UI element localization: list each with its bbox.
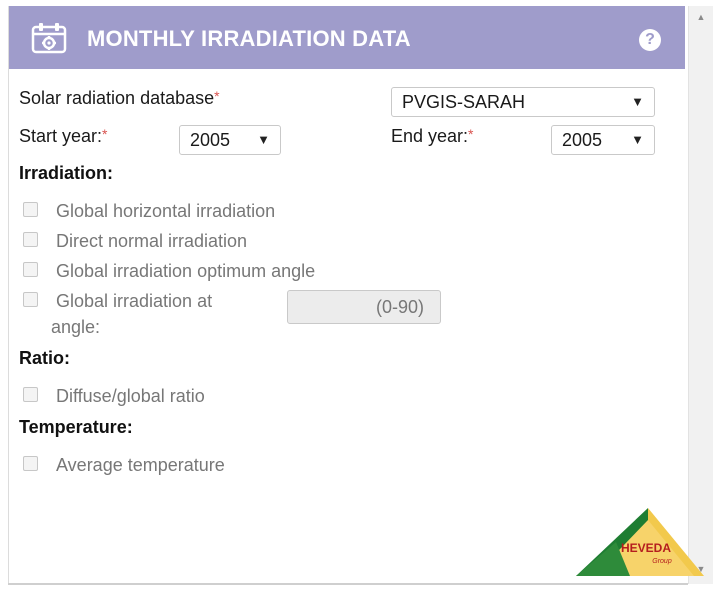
- average-temperature-label: Average temperature: [56, 455, 225, 475]
- database-label: Solar radiation database*: [19, 88, 220, 109]
- end-year-label: End year:*: [391, 126, 474, 147]
- database-label-text: Solar radiation database: [19, 88, 215, 108]
- scroll-up-arrow-icon[interactable]: ▲: [696, 12, 706, 22]
- chevron-down-icon: ▼: [631, 132, 644, 147]
- diffuse-global-ratio-checkbox[interactable]: [23, 387, 38, 402]
- global-horizontal-checkbox[interactable]: [23, 202, 38, 217]
- monthly-irradiation-panel: MONTHLY IRRADIATION DATA ? Solar radiati…: [8, 6, 685, 584]
- panel-title: MONTHLY IRRADIATION DATA: [87, 26, 411, 51]
- required-mark: *: [102, 126, 108, 142]
- average-temperature-checkbox[interactable]: [23, 456, 38, 471]
- temperature-heading: Temperature:: [19, 417, 133, 437]
- start-year-select[interactable]: 2005 ▼: [179, 125, 281, 155]
- vertical-scrollbar[interactable]: ▲ ▼: [688, 6, 713, 584]
- chevron-down-icon: ▼: [257, 132, 270, 147]
- end-year-label-text: End year:: [391, 126, 469, 146]
- logo-subtext: Group: [652, 558, 672, 565]
- start-year-label-text: Start year:: [19, 126, 103, 146]
- irradiation-at-angle-checkbox[interactable]: [23, 292, 38, 307]
- ratio-heading: Ratio:: [19, 348, 70, 368]
- irradiation-heading: Irradiation:: [19, 163, 114, 183]
- chevron-down-icon: ▼: [631, 94, 644, 109]
- direct-normal-label: Direct normal irradiation: [56, 231, 248, 251]
- database-select[interactable]: PVGIS-SARAH ▼: [391, 87, 655, 117]
- panel-header: MONTHLY IRRADIATION DATA ?: [9, 6, 685, 69]
- start-year-select-value: 2005: [190, 130, 231, 150]
- database-select-value: PVGIS-SARAH: [402, 92, 526, 112]
- end-year-select[interactable]: 2005 ▼: [551, 125, 655, 155]
- optimum-angle-label: Global irradiation optimum angle: [56, 261, 316, 281]
- direct-normal-checkbox[interactable]: [23, 232, 38, 247]
- logo-text: HEVEDA: [621, 541, 671, 555]
- angle-input[interactable]: (0-90): [287, 290, 441, 324]
- scroll-down-arrow-icon[interactable]: ▼: [696, 564, 706, 574]
- required-mark: *: [468, 126, 474, 142]
- start-year-label: Start year:*: [19, 126, 107, 147]
- global-horizontal-label: Global horizontal irradiation: [56, 201, 276, 221]
- irradiation-at-angle-label: Global irradiation at: [56, 291, 213, 311]
- required-mark: *: [214, 88, 220, 104]
- panel-bottom-border: [8, 583, 688, 585]
- calendar-gear-icon: [31, 23, 67, 54]
- help-icon[interactable]: ?: [639, 29, 661, 51]
- diffuse-global-ratio-label: Diffuse/global ratio: [56, 386, 205, 406]
- heveda-logo: HEVEDA Group: [576, 508, 704, 576]
- end-year-select-value: 2005: [562, 130, 603, 150]
- optimum-angle-checkbox[interactable]: [23, 262, 38, 277]
- irradiation-at-angle-label-line2: angle:: [51, 317, 101, 337]
